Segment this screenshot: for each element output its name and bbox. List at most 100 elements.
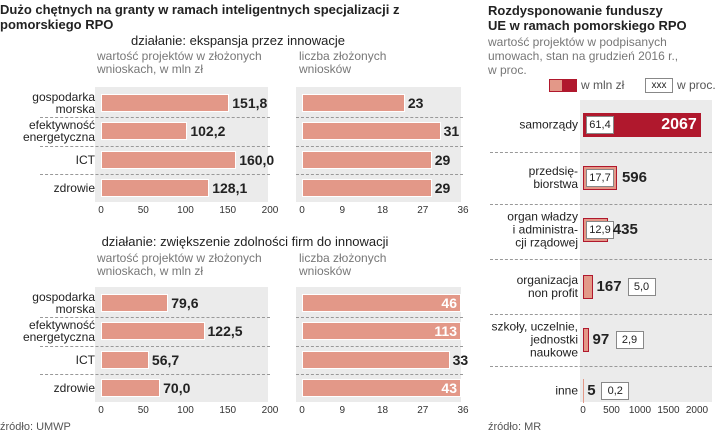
x-tick-label: 500 <box>603 405 620 416</box>
x-tick-label: 9 <box>339 205 346 216</box>
bar <box>583 275 593 299</box>
row-separator <box>296 374 463 375</box>
legend-label: w mln zł <box>581 78 625 92</box>
value-label: 2067 <box>661 116 697 133</box>
value-label: 435 <box>612 221 638 238</box>
bar <box>302 151 432 169</box>
row-separator <box>40 317 270 318</box>
bar <box>302 94 405 112</box>
bar <box>101 351 149 369</box>
row-separator <box>490 151 712 153</box>
x-tick-label: 150 <box>219 405 237 416</box>
axis-caption: wartość projektów w złożonych wnioskach,… <box>97 49 262 76</box>
value-label: 151,8 <box>232 95 268 111</box>
category-label: szkoły, uczelnie, jednostki naukowe <box>491 319 578 360</box>
category-label: efektywność energetyczna <box>22 118 95 144</box>
section-title: działanie: ekspansja przez innowacje <box>131 33 345 48</box>
category-label: gospodarka morska <box>32 290 95 316</box>
bar <box>583 328 589 352</box>
x-tick-label: 27 <box>417 405 429 416</box>
x-tick-label: 18 <box>376 205 389 216</box>
x-tick-label: 0 <box>299 205 305 216</box>
percent-label: 0,2 <box>601 382 630 400</box>
value-label: 29 <box>434 152 451 168</box>
chart-title: Rozdysponowanie funduszy UE w ramach pom… <box>488 3 687 33</box>
value-label: 79,6 <box>171 295 199 311</box>
x-tick-label: 0 <box>98 405 104 416</box>
bar <box>302 351 450 369</box>
x-tick-label: 1000 <box>628 405 652 416</box>
value-label: 33 <box>452 352 469 368</box>
bar <box>101 122 188 140</box>
row-separator <box>40 117 270 118</box>
x-tick-label: 50 <box>137 205 149 216</box>
category-label: gospodarka morska <box>32 90 95 116</box>
x-tick-label: 0 <box>98 205 104 216</box>
source: źródło: MR <box>488 421 542 433</box>
percent-label: 5,0 <box>627 278 656 296</box>
row-separator <box>40 174 270 175</box>
x-tick-label: 50 <box>137 405 149 416</box>
axis-caption: liczba złożonych wniosków <box>299 251 387 278</box>
category-label: zdrowie <box>53 181 95 195</box>
title: Dużo chętnych na granty w ramach intelig… <box>0 2 400 32</box>
row-separator <box>296 345 463 347</box>
bar <box>101 179 210 197</box>
value-label: 160,0 <box>239 152 275 168</box>
x-tick-label: 36 <box>457 205 469 216</box>
row-separator <box>490 365 712 367</box>
x-tick-label: 0 <box>299 405 305 416</box>
category-label: przedsię- biorstwa <box>528 164 578 191</box>
bar <box>101 294 169 312</box>
x-tick-label: 1500 <box>657 405 680 416</box>
category-label: organizacja non profit <box>516 273 578 300</box>
percent-label: 17,7 <box>586 169 614 187</box>
row-separator <box>296 145 463 147</box>
bar <box>302 122 441 140</box>
row-separator <box>296 117 463 118</box>
row-separator <box>490 204 712 205</box>
source: źródło: UMWP <box>0 421 71 433</box>
row-separator <box>296 317 463 318</box>
value-label: 43 <box>441 380 457 396</box>
bar <box>302 179 432 197</box>
x-tick-label: 18 <box>376 405 389 416</box>
section-title: działanie: zwiększenie zdolności firm do… <box>101 234 389 249</box>
subtitle: wartość projektów w podpisanych umowach,… <box>488 35 679 77</box>
bar <box>302 379 461 397</box>
value-label: 167 <box>596 278 622 295</box>
percent-label: 61,4 <box>586 116 614 134</box>
x-tick-label: 100 <box>177 405 194 416</box>
bar <box>101 94 230 112</box>
value-label: 70,0 <box>163 380 191 396</box>
value-label: 102,2 <box>190 123 226 139</box>
value-label: 128,1 <box>212 180 248 196</box>
category-label: inne <box>555 383 578 398</box>
row-separator <box>490 313 712 315</box>
row-separator <box>296 174 463 175</box>
category-label: samorządy <box>519 117 578 132</box>
value-label: 56,7 <box>151 352 180 368</box>
row-separator <box>40 345 270 347</box>
value-label: 31 <box>443 123 460 139</box>
x-tick-label: 200 <box>261 405 279 416</box>
legend-swatch <box>563 79 577 92</box>
row-separator <box>490 258 712 260</box>
panel <box>580 100 712 402</box>
bar <box>101 151 237 169</box>
value-label: 97 <box>592 331 610 348</box>
value-label: 46 <box>441 295 457 311</box>
value-label: 113 <box>434 323 457 339</box>
percent-label: 12,9 <box>586 221 614 239</box>
category-label: zdrowie <box>53 381 95 395</box>
x-tick-label: 2000 <box>685 405 709 416</box>
x-tick-label: 0 <box>580 405 586 416</box>
x-tick-label: 200 <box>261 205 279 216</box>
bar <box>302 294 461 312</box>
x-tick-label: 100 <box>177 205 194 216</box>
value-label: 596 <box>621 169 647 186</box>
axis-caption: wartość projektów w złożonych wnioskach,… <box>97 251 262 278</box>
row-separator <box>40 145 270 147</box>
category-label: efektywność energetyczna <box>22 318 95 344</box>
